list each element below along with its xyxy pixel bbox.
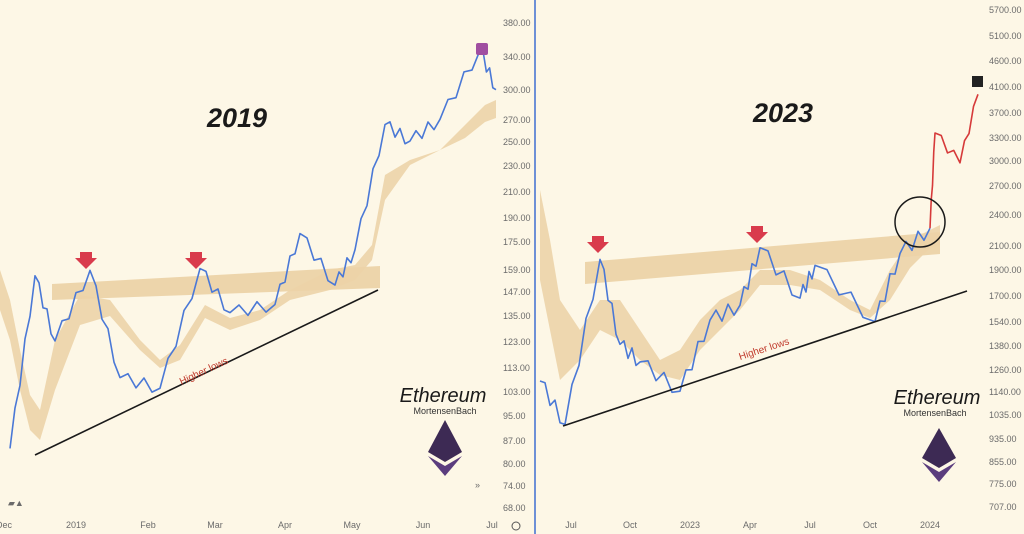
y-tick-label: 1260.00: [989, 365, 1022, 375]
x-tick-label: 2023: [680, 520, 700, 530]
logo-upper: [922, 428, 956, 468]
down-arrow-marker: [185, 252, 207, 269]
price-line: [9, 49, 497, 449]
settings-icon: [511, 521, 521, 531]
y-tick-label: 1540.00: [989, 317, 1022, 327]
x-tick-label: Feb: [140, 520, 156, 530]
brand-name: Ethereum: [400, 385, 487, 407]
y-tick-label: 1900.00: [989, 265, 1022, 275]
y-tick-label: 95.00: [503, 411, 526, 421]
panel-2023: 5700.00 5100.00 4600.00 4100.00 3700.00 3300.…: [539, 5, 1022, 530]
double-chevron-icon: »: [475, 480, 480, 490]
y-tick-label: 87.00: [503, 436, 526, 446]
x-tick-label: Apr: [743, 520, 757, 530]
brand-author: MortensenBach: [413, 406, 476, 416]
x-tick-label: Jul: [486, 520, 498, 530]
y-tick-label: 5700.00: [989, 5, 1022, 15]
checkered-flag-icon: [972, 76, 983, 87]
down-arrow-marker: [587, 236, 609, 253]
down-arrow-marker: [75, 252, 97, 269]
higher-lows-trendline: [562, 290, 968, 427]
y-tick-label: 270.00: [503, 115, 531, 125]
ethereum-logo-icon: [922, 428, 956, 482]
panel-title: 2019: [206, 103, 267, 133]
x-tick-label: Oct: [863, 520, 878, 530]
panel-2019: 380.00 340.00 300.00 270.00 250.00 230.00 210.…: [0, 18, 531, 531]
tradingview-logo-icon: ▰▲: [8, 498, 24, 508]
x-tick-label: Jul: [804, 520, 816, 530]
brand-author: MortensenBach: [903, 408, 966, 418]
down-arrow-marker: [746, 226, 768, 243]
y-tick-label: 159.00: [503, 265, 531, 275]
y-tick-label: 855.00: [989, 457, 1017, 467]
y-tick-label: 210.00: [503, 187, 531, 197]
x-tick-label: Apr: [278, 520, 292, 530]
x-tick-label: Jun: [416, 520, 431, 530]
x-tick-label: Dec: [0, 520, 12, 530]
y-tick-label: 775.00: [989, 479, 1017, 489]
y-tick-label: 3300.00: [989, 133, 1022, 143]
higher-lows-trendline: [34, 289, 379, 456]
y-tick-label: 230.00: [503, 161, 531, 171]
x-tick-label: 2019: [66, 520, 86, 530]
y-tick-label: 1140.00: [989, 387, 1021, 397]
y-tick-label: 123.00: [503, 337, 531, 347]
y-tick-label: 1380.00: [989, 341, 1022, 351]
resistance-zone: [585, 232, 940, 284]
y-tick-label: 1035.00: [989, 410, 1022, 420]
x-tick-label: 2024: [920, 520, 940, 530]
logo-lower: [922, 462, 956, 482]
y-tick-label: 2400.00: [989, 210, 1022, 220]
panel-title: 2023: [752, 98, 813, 128]
x-tick-label: Jul: [565, 520, 577, 530]
y-tick-label: 707.00: [989, 502, 1017, 512]
price-line: [539, 227, 931, 426]
ethereum-logo-icon: [428, 420, 462, 476]
moving-average-band: [540, 190, 940, 380]
y-tick-label: 4100.00: [989, 82, 1022, 92]
brand-name: Ethereum: [894, 387, 981, 409]
x-tick-label: Oct: [623, 520, 638, 530]
y-tick-label: 135.00: [503, 311, 531, 321]
y-tick-label: 175.00: [503, 237, 531, 247]
y-tick-label: 380.00: [503, 18, 531, 28]
y-tick-label: 1700.00: [989, 291, 1022, 301]
y-tick-label: 340.00: [503, 52, 531, 62]
logo-upper: [428, 420, 462, 462]
resistance-zone: [52, 266, 380, 300]
x-tick-label: Mar: [207, 520, 223, 530]
y-tick-label: 5100.00: [989, 31, 1022, 41]
y-tick-label: 935.00: [989, 434, 1017, 444]
y-tick-label: 80.00: [503, 459, 526, 469]
logo-lower: [428, 456, 462, 476]
y-tick-label: 300.00: [503, 85, 531, 95]
y-tick-label: 74.00: [503, 481, 526, 491]
y-tick-label: 3700.00: [989, 108, 1022, 118]
y-tick-label: 4600.00: [989, 56, 1022, 66]
projection-line: [929, 94, 979, 229]
x-tick-label: May: [343, 520, 361, 530]
y-tick-label: 190.00: [503, 213, 531, 223]
y-tick-label: 2100.00: [989, 241, 1022, 251]
y-tick-label: 103.00: [503, 387, 531, 397]
y-tick-label: 147.00: [503, 287, 531, 297]
y-tick-label: 68.00: [503, 503, 526, 513]
y-tick-label: 2700.00: [989, 181, 1022, 191]
checkbox-icon: [476, 43, 488, 55]
highlight-circle: [894, 196, 946, 248]
y-tick-label: 250.00: [503, 137, 531, 147]
moving-average-band: [0, 100, 496, 440]
y-tick-label: 113.00: [503, 363, 530, 373]
y-tick-label: 3000.00: [989, 156, 1022, 166]
